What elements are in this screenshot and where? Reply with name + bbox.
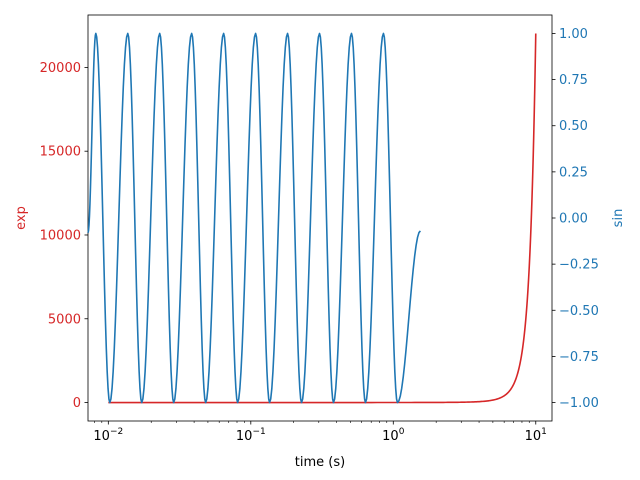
series-layer	[87, 32, 537, 404]
y-right-tick-label: 0.25	[559, 165, 588, 180]
x-tick-label: 100	[382, 427, 405, 444]
y-right-tick-label: −1.00	[559, 396, 599, 411]
y-left-axis-ticks: 0 5000 10000 15000 20000	[40, 61, 88, 411]
y-right-axis-ticks: 1.00 0.75 0.50 0.25 0.00 −0.25 −0.50 −0.75 −1.00	[552, 27, 599, 411]
y-right-axis-label: sin	[611, 209, 626, 228]
x-axis-ticks: 10−2 10−1 100 101	[93, 421, 547, 444]
x-axis-label: time (s)	[295, 455, 345, 470]
y-right-tick-label: −0.75	[559, 350, 599, 365]
x-tick-label: 101	[525, 427, 547, 444]
y-right-tick-label: −0.25	[559, 258, 599, 273]
x-tick-label: 10−2	[93, 427, 123, 444]
plot-frame	[87, 14, 553, 422]
y-right-tick-label: 0.50	[559, 119, 588, 134]
y-left-tick-label: 0	[73, 396, 81, 411]
y-right-tick-label: 0.00	[559, 212, 588, 227]
y-left-tick-label: 5000	[48, 312, 81, 327]
y-left-tick-label: 15000	[40, 145, 81, 160]
y-right-tick-label: 1.00	[559, 27, 588, 42]
y-right-tick-label: −0.50	[559, 304, 599, 319]
y-right-tick-label: 0.75	[559, 73, 588, 88]
y-left-tick-label: 20000	[40, 61, 81, 76]
x-tick-label: 10−1	[236, 427, 266, 444]
axes-frame	[87, 14, 553, 422]
y-left-tick-label: 10000	[40, 228, 81, 243]
y-left-axis-label: exp	[14, 206, 29, 230]
series-line-exp	[108, 33, 537, 404]
series-line-sin	[87, 32, 422, 404]
